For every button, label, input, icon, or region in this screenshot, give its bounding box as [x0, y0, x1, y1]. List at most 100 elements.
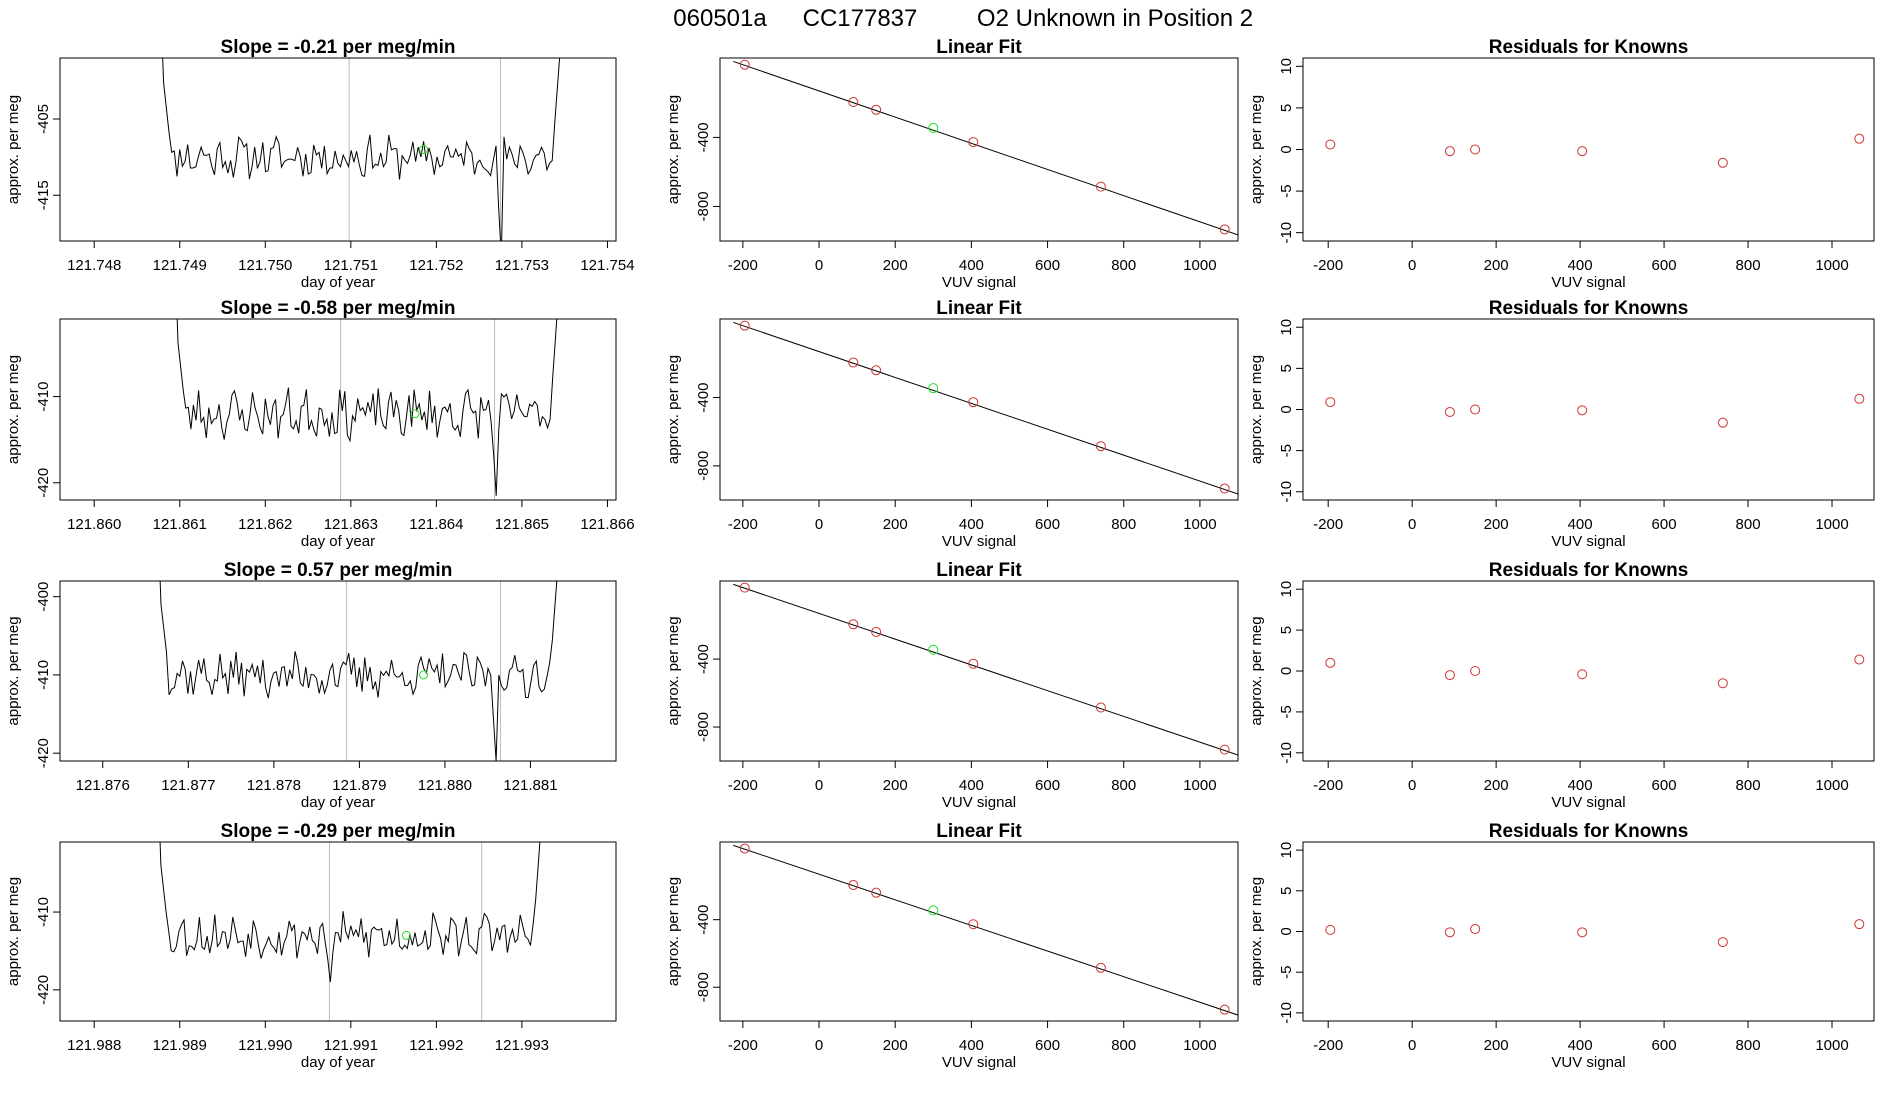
x-axis-label: VUV signal — [942, 533, 1016, 550]
panel-resid-1: Residuals for Knowns-200 0 200 400 600 800 100… — [1248, 37, 1875, 291]
x-axis-label: VUV signal — [942, 794, 1016, 811]
x-tick-label: 400 — [959, 777, 984, 794]
residual-point — [1470, 666, 1481, 676]
residual-point — [1444, 670, 1455, 681]
panel-title: Residuals for Knowns — [1489, 37, 1689, 58]
known-point — [1219, 744, 1230, 755]
residual-point — [1854, 654, 1865, 665]
y-tick-label: -415 — [35, 180, 52, 210]
y-tick-label: -400 — [35, 582, 52, 612]
residual-point — [1444, 406, 1455, 417]
known-point — [1095, 702, 1106, 713]
y-tick-label: -400 — [695, 383, 712, 413]
x-tick-label: 800 — [1111, 777, 1136, 794]
plot-area — [159, 581, 558, 761]
x-tick-label: 600 — [1035, 1037, 1060, 1054]
y-tick-label: -5 — [1278, 184, 1295, 197]
unknown-point-marker — [419, 145, 429, 154]
y-tick-label: 5 — [1278, 104, 1295, 112]
x-axis-label: day of year — [301, 1054, 375, 1071]
residual-point — [1325, 657, 1336, 668]
known-point — [871, 887, 882, 898]
x-tick-label: 0 — [815, 1037, 823, 1054]
plot-area — [176, 319, 558, 500]
residual-point — [1325, 397, 1336, 408]
panel-title: Slope = -0.29 per meg/min — [221, 821, 456, 842]
x-tick-label: -200 — [1313, 1037, 1343, 1054]
x-tick-label: 1000 — [1815, 257, 1848, 274]
x-tick-label: 600 — [1652, 257, 1677, 274]
residual-point — [1577, 669, 1588, 680]
residual-point — [1854, 393, 1865, 404]
plot-frame — [1302, 318, 1875, 501]
y-tick-label: -800 — [695, 451, 712, 481]
known-point — [871, 626, 882, 637]
y-tick-label: -800 — [695, 191, 712, 221]
y-axis-label: approx. per meg — [5, 616, 22, 725]
x-tick-label: 200 — [883, 257, 908, 274]
panel-fit-1: Linear Fit -200 0 200 400 600 800 1000 -400 -800 V… — [665, 37, 1239, 291]
x-tick-label: 121.754 — [580, 257, 634, 274]
x-tick-label: 121.866 — [580, 516, 634, 533]
panel-grid: Slope = -0.21 per meg/min 121.748 121.749 1… — [5, 37, 1875, 1071]
x-tick-label: 600 — [1652, 1037, 1677, 1054]
figure-title-sample: CC177837 — [803, 5, 918, 32]
y-tick-label: 0 — [1278, 927, 1295, 935]
known-point — [1095, 181, 1106, 192]
x-axis-label: day of year — [301, 274, 375, 291]
y-tick-label: -405 — [35, 104, 52, 134]
y-axis-label: approx. per meg — [1248, 95, 1265, 204]
y-tick-label: -410 — [35, 382, 52, 412]
x-tick-label: 1000 — [1815, 777, 1848, 794]
y-axis-label: approx. per meg — [5, 877, 22, 986]
x-tick-label: -200 — [728, 516, 758, 533]
fit-regression-line — [733, 321, 1238, 495]
residual-point — [1470, 404, 1481, 415]
y-axis-label: approx. per meg — [5, 95, 22, 204]
figure-title-description: O2 Unknown in Position 2 — [977, 5, 1253, 32]
panel-title: Slope = -0.21 per meg/min — [221, 37, 456, 58]
x-tick-label: 0 — [1408, 516, 1416, 533]
x-tick-label: 800 — [1736, 777, 1761, 794]
x-tick-label: 121.865 — [495, 516, 549, 533]
y-tick-label: -410 — [35, 660, 52, 690]
unknown-point — [928, 905, 939, 916]
plot-frame — [1302, 57, 1875, 242]
fit-regression-line — [733, 583, 1238, 756]
x-tick-label: 121.749 — [153, 257, 207, 274]
plot-frame — [719, 580, 1239, 762]
x-tick-label: 121.864 — [409, 516, 463, 533]
x-tick-label: 121.876 — [76, 777, 130, 794]
x-tick-label: 400 — [1568, 257, 1593, 274]
panel-title: Linear Fit — [936, 37, 1022, 58]
y-tick-label: -10 — [1278, 222, 1295, 244]
signal-trace-line — [176, 319, 558, 496]
x-tick-label: 121.991 — [324, 1037, 378, 1054]
y-axis-label: approx. per meg — [1248, 616, 1265, 725]
x-axis-label: VUV signal — [1551, 1054, 1625, 1071]
x-tick-label: -200 — [1313, 516, 1343, 533]
known-point — [1219, 224, 1230, 235]
figure-title-run: 060501a — [673, 5, 767, 32]
x-tick-label: 121.751 — [324, 257, 378, 274]
x-tick-label: -200 — [728, 777, 758, 794]
panel-fit-4: Linear Fit -200 0 200 400 600 800 1000 -400 -800 V… — [665, 821, 1239, 1071]
x-tick-label: -200 — [728, 257, 758, 274]
x-tick-label: 1000 — [1815, 1037, 1848, 1054]
known-point — [739, 59, 750, 70]
x-tick-label: 121.879 — [332, 777, 386, 794]
plot-frame — [59, 57, 617, 242]
known-point — [739, 582, 750, 593]
residual-point — [1854, 919, 1865, 930]
y-tick-label: -410 — [35, 897, 52, 927]
panel-title: Linear Fit — [936, 560, 1022, 581]
x-tick-label: 200 — [883, 777, 908, 794]
x-axis-label: VUV signal — [942, 274, 1016, 291]
known-point — [739, 320, 750, 331]
residual-point — [1717, 678, 1728, 689]
residual-point — [1325, 924, 1336, 935]
y-tick-label: 5 — [1278, 887, 1295, 895]
y-tick-label: 0 — [1278, 145, 1295, 153]
y-axis-label: approx. per meg — [665, 355, 682, 464]
known-point — [871, 104, 882, 115]
